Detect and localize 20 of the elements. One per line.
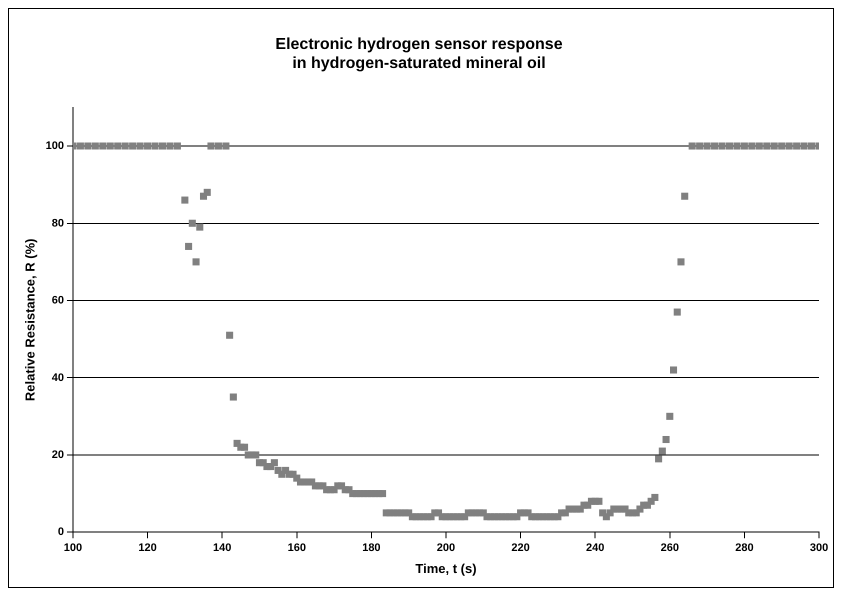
x-tick-label: 100 <box>64 542 82 554</box>
chart-title: Electronic hydrogen sensor response in hydrogen-saturated mineral oil <box>275 36 563 72</box>
y-tick-label: 60 <box>52 294 64 307</box>
x-tick-label: 180 <box>362 542 381 554</box>
y-tick-label: 0 <box>58 526 64 538</box>
y-tick-label: 100 <box>46 140 64 152</box>
x-tick-label: 240 <box>586 542 604 554</box>
y-axis-title: Relative Resistance, R (%) <box>22 238 38 402</box>
x-tick-label: 260 <box>660 542 679 554</box>
x-tick-label: 300 <box>810 542 828 554</box>
x-axis-title: Time, t (s) <box>415 560 477 576</box>
x-tick-label: 120 <box>138 542 157 554</box>
x-tick-label: 220 <box>511 542 530 554</box>
x-tick-label: 280 <box>735 542 754 554</box>
y-tick-label: 80 <box>52 217 64 230</box>
x-tick-label: 140 <box>212 542 232 554</box>
x-tick-label: 160 <box>288 542 306 554</box>
y-tick-label: 40 <box>52 372 64 384</box>
y-tick-label: 20 <box>52 448 64 461</box>
x-tick-label: 200 <box>436 542 456 554</box>
